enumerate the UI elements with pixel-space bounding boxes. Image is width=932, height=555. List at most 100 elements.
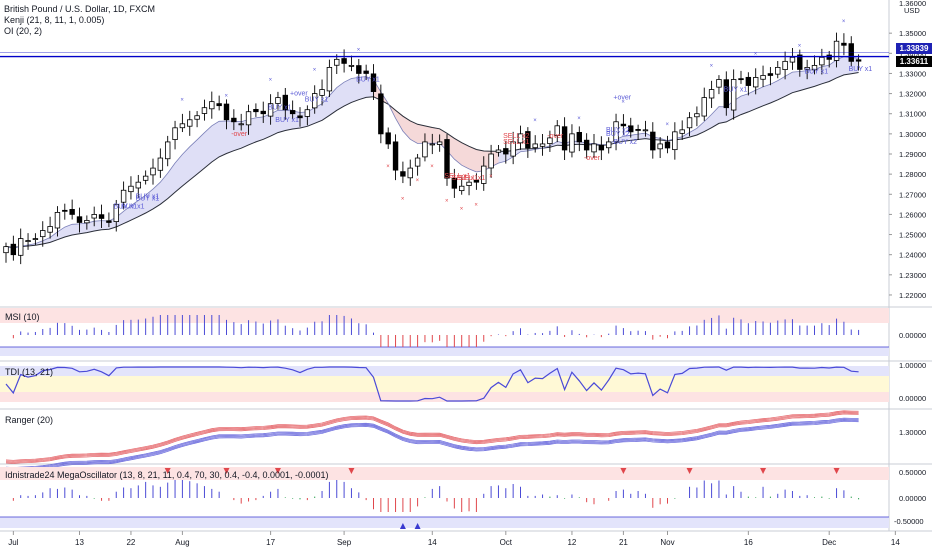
candle-body[interactable] (481, 165, 487, 184)
candle-body[interactable] (488, 153, 494, 169)
candle-body[interactable] (672, 131, 678, 151)
candle-body[interactable] (628, 125, 634, 133)
candle-body[interactable] (76, 216, 83, 223)
candle-body[interactable] (172, 127, 178, 140)
candle-body[interactable] (223, 103, 230, 121)
candle-body[interactable] (91, 214, 97, 219)
candle-body[interactable] (826, 54, 832, 60)
candle-body[interactable] (113, 203, 119, 223)
candle-body[interactable] (187, 119, 193, 127)
candle-body[interactable] (275, 97, 281, 104)
candle-body[interactable] (716, 79, 722, 88)
candle-body[interactable] (620, 123, 627, 127)
candle-body[interactable] (341, 58, 347, 64)
candle-body[interactable] (356, 65, 362, 74)
candle-body[interactable] (525, 131, 531, 149)
mega-pane-label[interactable]: Idnistrade24 MegaOscillator (13, 8, 21, … (5, 470, 329, 480)
candle-body[interactable] (569, 133, 575, 153)
candle-body[interactable] (157, 157, 164, 171)
candle-body[interactable] (804, 67, 810, 70)
candle-body[interactable] (797, 54, 803, 70)
candle-body[interactable] (25, 240, 31, 242)
candle-body[interactable] (606, 141, 612, 149)
candle-body[interactable] (708, 89, 715, 99)
candle-body[interactable] (664, 141, 671, 149)
candle-body[interactable] (407, 167, 413, 179)
candle-body[interactable] (495, 149, 502, 153)
candle-body[interactable] (730, 79, 737, 111)
candle-body[interactable] (598, 144, 605, 151)
indicator-oi[interactable]: OI (20, 2) (4, 26, 43, 36)
candle-body[interactable] (267, 103, 274, 117)
candle-body[interactable] (473, 179, 480, 183)
candle-body[interactable] (378, 93, 384, 135)
candle-body[interactable] (547, 137, 553, 145)
candle-body[interactable] (583, 139, 590, 151)
candle-body[interactable] (216, 103, 222, 107)
candle-body[interactable] (554, 125, 560, 136)
candle-body[interactable] (282, 94, 288, 111)
candle-body[interactable] (319, 89, 325, 96)
candle-body[interactable] (245, 111, 252, 126)
candle-body[interactable] (106, 220, 112, 223)
candle-body[interactable] (179, 123, 186, 129)
candle-body[interactable] (466, 181, 472, 186)
candle-body[interactable] (782, 60, 788, 70)
candle-body[interactable] (400, 171, 406, 177)
candle-body[interactable] (635, 129, 641, 131)
candle-body[interactable] (753, 77, 759, 88)
candle-body[interactable] (370, 73, 377, 92)
candle-body[interactable] (120, 189, 127, 203)
candle-body[interactable] (164, 141, 171, 160)
candle-body[interactable] (385, 132, 391, 145)
candle-body[interactable] (444, 139, 450, 179)
candle-body[interactable] (650, 131, 656, 151)
candle-body[interactable] (201, 107, 208, 114)
candle-body[interactable] (532, 143, 538, 149)
candle-body[interactable] (3, 246, 9, 254)
candle-body[interactable] (561, 126, 568, 151)
candle-body[interactable] (334, 58, 340, 66)
candle-body[interactable] (613, 121, 619, 142)
candle-body[interactable] (238, 123, 244, 126)
candle-body[interactable] (833, 40, 840, 61)
candle-body[interactable] (458, 185, 465, 192)
candle-body[interactable] (326, 67, 333, 92)
candle-body[interactable] (253, 109, 259, 113)
candle-body[interactable] (392, 141, 399, 171)
candle-body[interactable] (745, 76, 752, 86)
candle-body[interactable] (54, 211, 61, 229)
candle-body[interactable] (32, 238, 39, 240)
candle-body[interactable] (576, 131, 582, 143)
candle-body[interactable] (686, 117, 693, 129)
candle-body[interactable] (297, 115, 303, 119)
candle-body[interactable] (47, 226, 53, 233)
candle-body[interactable] (135, 181, 141, 189)
candle-body[interactable] (723, 79, 729, 109)
candle-body[interactable] (304, 109, 311, 117)
indicator-kenji[interactable]: Kenji (21, 8, 11, 1, 0.005) (4, 15, 105, 25)
candle-body[interactable] (289, 110, 296, 115)
candle-body[interactable] (760, 75, 766, 80)
candle-body[interactable] (657, 143, 663, 150)
candle-body[interactable] (503, 148, 509, 155)
candle-body[interactable] (841, 42, 847, 46)
candle-body[interactable] (363, 70, 369, 74)
msi-pane-label[interactable]: MSI (10) (5, 312, 40, 322)
candle-body[interactable] (40, 230, 46, 238)
candle-body[interactable] (260, 110, 266, 115)
candle-body[interactable] (701, 97, 707, 117)
ranger-pane-label[interactable]: Ranger (20) (5, 415, 54, 425)
candle-body[interactable] (811, 64, 818, 71)
tdi-pane-label[interactable]: TDI (13, 21) (5, 367, 54, 377)
candle-body[interactable] (414, 157, 421, 167)
candle-body[interactable] (789, 56, 796, 63)
candle-body[interactable] (17, 238, 24, 256)
candle-body[interactable] (429, 143, 435, 146)
candle-body[interactable] (98, 214, 105, 219)
candle-body[interactable] (84, 220, 90, 224)
candle-body[interactable] (128, 185, 134, 193)
candle-body[interactable] (517, 133, 524, 144)
candle-body[interactable] (642, 129, 649, 132)
candle-body[interactable] (231, 117, 237, 123)
